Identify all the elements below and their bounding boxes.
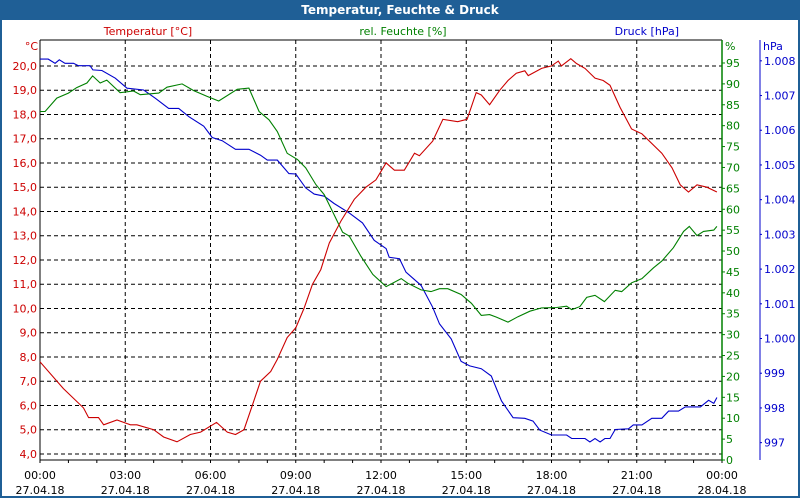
pressure-tick-label: 1.006: [764, 124, 796, 137]
x-tick-date: 27.04.18: [271, 484, 320, 497]
humidity-tick-label: 60: [726, 203, 740, 216]
temperature-tick-label: 20,0: [13, 60, 38, 73]
humidity-tick-label: 10: [726, 412, 740, 425]
window-title: Temperatur, Feuchte & Druck: [0, 0, 800, 20]
pressure-tick-label: 1.002: [764, 263, 796, 276]
humidity-tick-label: 0: [726, 454, 733, 467]
series-line-pressure: [40, 58, 718, 443]
x-tick-time: 09:00: [280, 469, 312, 482]
humidity-tick-label: 40: [726, 287, 740, 300]
humidity-tick-label: 35: [726, 308, 740, 321]
legend-temperature: Temperatur [°C]: [103, 25, 192, 38]
humidity-tick-label: 30: [726, 329, 740, 342]
humidity-tick-label: 20: [726, 370, 740, 383]
pressure-tick-label: 997: [764, 437, 785, 450]
x-tick-date: 27.04.18: [442, 484, 491, 497]
humidity-tick-label: 65: [726, 182, 740, 195]
series-line-temperature: [39, 57, 718, 443]
temperature-tick-label: 17,0: [13, 133, 38, 146]
temperature-tick-label: 4,0: [20, 448, 38, 461]
humidity-tick-label: 15: [726, 391, 740, 404]
pressure-tick-label: 998: [764, 402, 785, 415]
temperature-unit-label: °C: [25, 40, 39, 53]
temperature-tick-label: 19,0: [13, 84, 38, 97]
pressure-tick-label: 999: [764, 367, 785, 380]
x-tick-date: 28.04.18: [698, 484, 747, 497]
x-tick-date: 27.04.18: [357, 484, 406, 497]
temperature-tick-label: 9,0: [20, 327, 38, 340]
humidity-tick-label: 25: [726, 350, 740, 363]
temperature-tick-label: 18,0: [13, 108, 38, 121]
temperature-tick-label: 14,0: [13, 205, 38, 218]
x-tick-time: 12:00: [365, 469, 397, 482]
pressure-tick-label: 1.000: [764, 333, 796, 346]
pressure-unit-label: hPa: [763, 40, 783, 53]
x-tick-time: 06:00: [195, 469, 227, 482]
x-tick-date: 27.04.18: [16, 484, 65, 497]
x-tick-date: 27.04.18: [101, 484, 150, 497]
x-tick-date: 27.04.18: [612, 484, 661, 497]
x-tick-date: 27.04.18: [186, 484, 235, 497]
temperature-tick-label: 16,0: [13, 157, 38, 170]
x-tick-time: 21:00: [621, 469, 653, 482]
humidity-tick-label: 55: [726, 224, 740, 237]
x-tick-time: 18:00: [536, 469, 568, 482]
legend-humidity: rel. Feuchte [%]: [359, 25, 446, 38]
x-tick-time: 00:00: [24, 469, 56, 482]
temperature-tick-label: 11,0: [13, 278, 38, 291]
x-tick-date: 27.04.18: [527, 484, 576, 497]
temperature-tick-label: 12,0: [13, 254, 38, 267]
temperature-tick-label: 13,0: [13, 230, 38, 243]
temperature-tick-label: 10,0: [13, 302, 38, 315]
x-tick-time: 15:00: [450, 469, 482, 482]
pressure-tick-label: 1.005: [764, 159, 796, 172]
temperature-tick-label: 7,0: [20, 375, 38, 388]
temperature-tick-label: 15,0: [13, 181, 38, 194]
temperature-tick-label: 6,0: [20, 399, 38, 412]
humidity-unit-label: %: [725, 40, 735, 53]
pressure-tick-label: 1.007: [764, 90, 796, 103]
pressure-tick-label: 1.001: [764, 298, 796, 311]
x-tick-time: 00:00: [706, 469, 738, 482]
humidity-tick-label: 70: [726, 161, 740, 174]
humidity-tick-label: 5: [726, 433, 733, 446]
temperature-tick-label: 8,0: [20, 351, 38, 364]
humidity-tick-label: 75: [726, 141, 740, 154]
legend-pressure: Druck [hPa]: [615, 25, 679, 38]
humidity-tick-label: 95: [726, 57, 740, 70]
temperature-tick-label: 5,0: [20, 424, 38, 437]
humidity-tick-label: 80: [726, 120, 740, 133]
x-tick-time: 03:00: [109, 469, 141, 482]
humidity-tick-label: 85: [726, 99, 740, 112]
humidity-tick-label: 90: [726, 78, 740, 91]
pressure-tick-label: 1.008: [764, 55, 796, 68]
pressure-tick-label: 1.003: [764, 228, 796, 241]
pressure-tick-label: 1.004: [764, 194, 796, 207]
humidity-tick-label: 45: [726, 266, 740, 279]
humidity-tick-label: 50: [726, 245, 740, 258]
series-line-humidity: [40, 75, 718, 323]
